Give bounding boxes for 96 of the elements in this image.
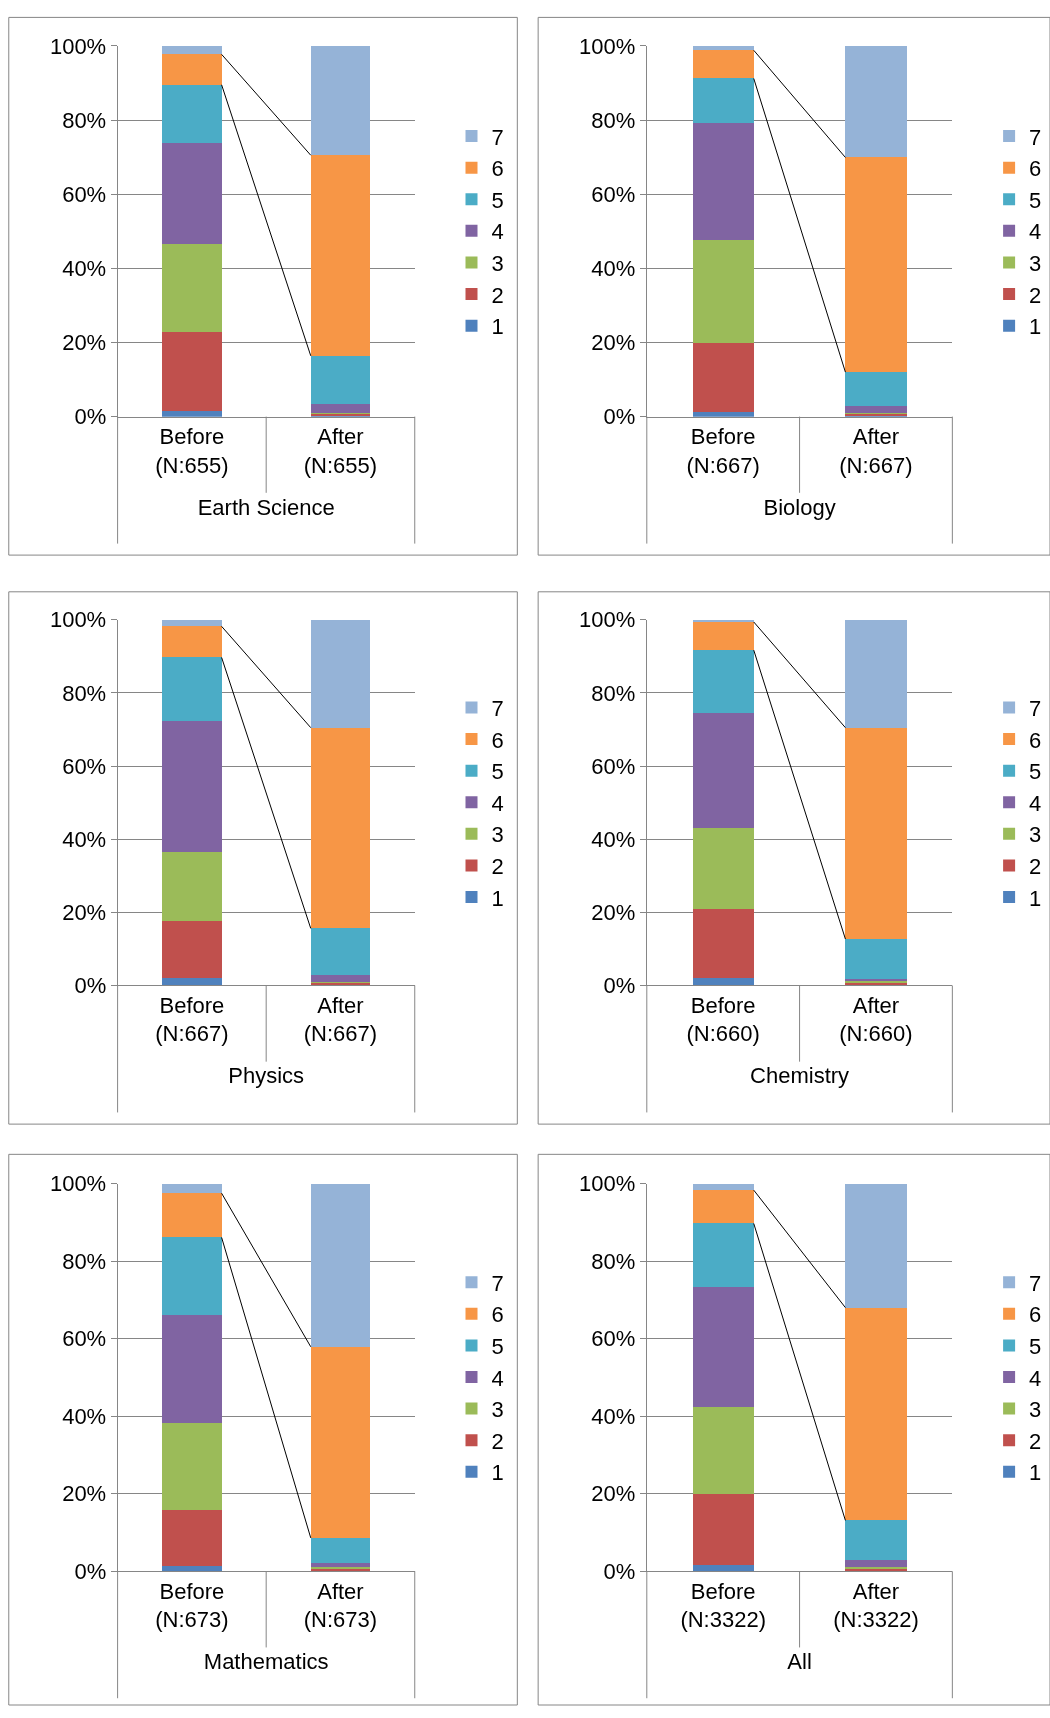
- y-tick-label: 60%: [62, 181, 107, 207]
- legend-label: 2: [491, 854, 504, 880]
- x-axis-title: Mathematics: [203, 1649, 329, 1675]
- y-tick-label: 20%: [62, 900, 107, 926]
- x-axis-title: Earth Science: [197, 494, 335, 520]
- x-axis-title: Physics: [228, 1063, 305, 1089]
- y-tick-label: 80%: [591, 1248, 636, 1274]
- legend-label: 5: [1029, 187, 1042, 213]
- x-axis-title: All: [787, 1649, 812, 1675]
- y-tick-label: 80%: [591, 107, 636, 133]
- legend-label: 3: [491, 822, 504, 848]
- x-tick-label: After (N:667): [839, 424, 913, 478]
- legend-label: 2: [1029, 282, 1042, 308]
- y-tick-label: 100%: [49, 33, 107, 59]
- legend-label: 6: [1029, 727, 1042, 753]
- x-axis-title: Biology: [763, 494, 836, 520]
- legend-label: 6: [1029, 156, 1042, 182]
- y-tick-label: 100%: [49, 1171, 107, 1197]
- legend-label: 7: [491, 1270, 504, 1296]
- x-tick-label: After (N:655): [303, 424, 378, 478]
- legend-label: 1: [491, 885, 504, 911]
- y-tick-label: 100%: [579, 607, 636, 633]
- legend-label: 3: [491, 251, 504, 277]
- legend-label: 4: [1029, 1365, 1042, 1391]
- y-tick-label: 0%: [74, 1558, 107, 1584]
- legend-label: 2: [491, 282, 504, 308]
- y-tick-label: 100%: [579, 1171, 636, 1197]
- legend-label: 5: [491, 1333, 504, 1359]
- y-tick-label: 100%: [49, 607, 107, 633]
- x-tick-label: After (N:660): [839, 992, 913, 1047]
- legend-label: 1: [1029, 1460, 1042, 1486]
- x-tick-label: After (N:667): [303, 992, 378, 1047]
- legend-label: 6: [491, 727, 504, 753]
- y-tick-label: 20%: [62, 330, 107, 356]
- legend-label: 7: [491, 696, 504, 722]
- y-tick-label: 20%: [591, 900, 636, 926]
- legend-label: 7: [1029, 1270, 1042, 1296]
- x-tick-label: Before (N:673): [155, 1578, 229, 1633]
- y-tick-label: 60%: [62, 1326, 107, 1352]
- y-tick-label: 80%: [62, 107, 107, 133]
- legend-label: 6: [491, 1302, 504, 1328]
- legend-label: 3: [1029, 1397, 1042, 1423]
- y-tick-label: 60%: [591, 181, 636, 207]
- y-tick-label: 20%: [62, 1481, 107, 1507]
- legend-label: 4: [1029, 790, 1042, 816]
- y-tick-label: 80%: [591, 680, 636, 706]
- y-tick-label: 60%: [591, 753, 636, 779]
- legend-label: 4: [491, 1365, 504, 1391]
- x-tick-label: Before (N:660): [686, 992, 760, 1047]
- legend-label: 5: [1029, 759, 1042, 785]
- legend-label: 7: [1029, 124, 1042, 150]
- x-tick-label: Before (N:3322): [680, 1578, 766, 1633]
- y-tick-label: 40%: [62, 826, 107, 852]
- legend-label: 3: [1029, 822, 1042, 848]
- y-tick-label: 0%: [603, 973, 636, 999]
- legend-label: 7: [491, 124, 504, 150]
- legend-label: 1: [1029, 885, 1042, 911]
- y-tick-label: 20%: [591, 330, 636, 356]
- x-tick-label: Before (N:667): [686, 424, 760, 478]
- y-tick-label: 0%: [603, 1558, 636, 1584]
- y-tick-label: 0%: [74, 404, 107, 430]
- y-tick-label: 40%: [591, 256, 636, 282]
- legend-label: 5: [1029, 1333, 1042, 1359]
- legend-label: 6: [491, 156, 504, 182]
- y-tick-label: 100%: [579, 33, 636, 59]
- legend-label: 2: [1029, 1428, 1042, 1454]
- legend-label: 1: [1029, 314, 1042, 340]
- y-tick-label: 80%: [62, 680, 107, 706]
- x-axis-title: Chemistry: [750, 1063, 850, 1089]
- legend-label: 3: [491, 1397, 504, 1423]
- legend-label: 1: [491, 314, 504, 340]
- legend-label: 4: [1029, 219, 1042, 245]
- legend-label: 1: [491, 1460, 504, 1486]
- legend-label: 6: [1029, 1302, 1042, 1328]
- legend-label: 2: [491, 1428, 504, 1454]
- legend-label: 4: [491, 219, 504, 245]
- x-tick-label: After (N:3322): [833, 1578, 919, 1633]
- legend-label: 2: [1029, 854, 1042, 880]
- y-tick-label: 80%: [62, 1248, 107, 1274]
- y-tick-label: 60%: [591, 1326, 636, 1352]
- y-tick-label: 40%: [62, 1403, 107, 1429]
- y-tick-label: 20%: [591, 1481, 636, 1507]
- legend-label: 4: [491, 790, 504, 816]
- y-tick-label: 40%: [62, 256, 107, 282]
- legend-label: 7: [1029, 696, 1042, 722]
- y-tick-label: 0%: [74, 973, 107, 999]
- x-tick-label: After (N:673): [303, 1578, 378, 1633]
- legend-label: 5: [491, 187, 504, 213]
- y-tick-label: 60%: [62, 753, 107, 779]
- y-tick-label: 40%: [591, 826, 636, 852]
- legend-label: 3: [1029, 251, 1042, 277]
- y-tick-label: 40%: [591, 1403, 636, 1429]
- x-tick-label: Before (N:655): [155, 424, 229, 478]
- y-tick-label: 0%: [603, 404, 636, 430]
- x-tick-label: Before (N:667): [155, 992, 229, 1047]
- legend-label: 5: [491, 759, 504, 785]
